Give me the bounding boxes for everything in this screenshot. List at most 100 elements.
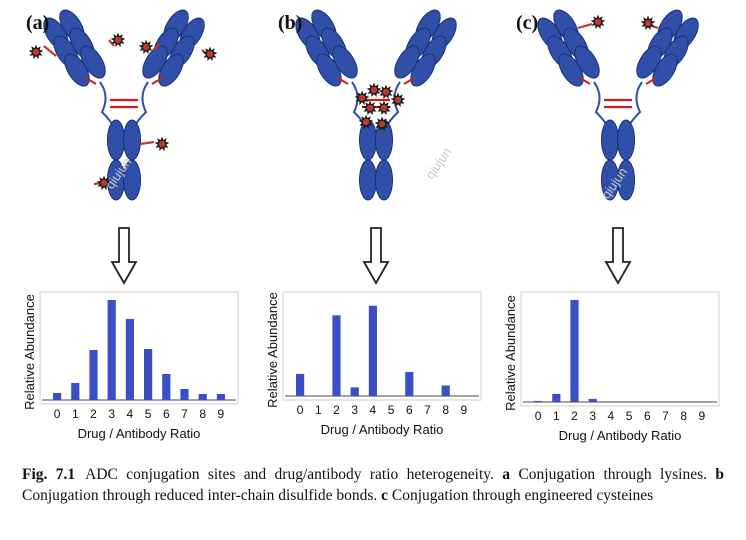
interchain-bond-right bbox=[403, 77, 415, 85]
bar-0 bbox=[534, 400, 543, 402]
bar-3 bbox=[350, 387, 359, 396]
bar-0 bbox=[296, 373, 305, 396]
fab-left-light-lobe bbox=[80, 45, 106, 79]
drug-cluster-1-core bbox=[358, 94, 366, 102]
interchain-bond-right bbox=[645, 77, 657, 85]
bar-6 bbox=[405, 372, 414, 396]
x-tick-label-0: 0 bbox=[535, 409, 542, 423]
x-tick-label-2: 2 bbox=[571, 409, 578, 423]
x-tick-label-4: 4 bbox=[127, 407, 134, 421]
caption-b-text: Conjugation through reduced inter-chain … bbox=[22, 487, 378, 504]
y-axis-title: Relative Abundance bbox=[22, 294, 37, 410]
fab-right-light-lobe bbox=[142, 45, 168, 79]
down-arrow-a bbox=[110, 227, 138, 285]
drug-1-core bbox=[594, 18, 602, 26]
fab-right-light-lobe bbox=[636, 45, 662, 79]
interchain-bond-right bbox=[151, 77, 163, 85]
antibody-a bbox=[28, 9, 218, 201]
x-tick-label-9: 9 bbox=[461, 403, 468, 417]
histogram-c: 0 1 2 3 4 5 6 7 8 9 Drug / Antibody Ratio Relative … bbox=[503, 291, 720, 443]
bar-8 bbox=[441, 385, 450, 396]
fab-left-light-lobe bbox=[332, 45, 358, 79]
antibody-b bbox=[295, 9, 457, 201]
down-arrow-b bbox=[362, 227, 390, 285]
bar-4 bbox=[125, 319, 134, 400]
caption-b-label: b bbox=[715, 466, 725, 483]
caption-fig-label: Fig. 7.1 bbox=[22, 466, 76, 483]
bar-6 bbox=[162, 374, 171, 400]
linker bbox=[139, 140, 155, 146]
x-tick-label-4: 4 bbox=[608, 409, 615, 423]
drug-cluster-2-core bbox=[370, 86, 378, 94]
fc-lobe bbox=[123, 119, 141, 161]
y-axis-title: Relative Abundance bbox=[503, 295, 518, 411]
x-tick-label-5: 5 bbox=[626, 409, 633, 423]
bar-7 bbox=[180, 389, 189, 400]
drug-cluster-5-core bbox=[366, 104, 374, 112]
histogram-a: 0 1 2 3 4 5 6 7 8 9 Drug / Antibody Ratio Relative … bbox=[22, 291, 239, 441]
linker bbox=[108, 39, 115, 47]
fc-lobe bbox=[123, 159, 141, 201]
bar-5 bbox=[144, 349, 153, 400]
fc-lobe bbox=[617, 119, 635, 161]
y-axis-title: Relative Abundance bbox=[265, 292, 280, 408]
interchain-bond-left bbox=[337, 77, 349, 85]
caption-c-label: c bbox=[381, 487, 389, 504]
fab-left-light-lobe bbox=[574, 45, 600, 79]
plot-frame bbox=[282, 291, 482, 401]
linker bbox=[152, 43, 161, 51]
bar-8 bbox=[198, 394, 207, 400]
bar-1 bbox=[71, 383, 80, 400]
drug-cluster-7-core bbox=[362, 118, 370, 126]
bar-2 bbox=[570, 300, 579, 402]
drug-5-core bbox=[158, 140, 166, 148]
caption-a-label: a bbox=[502, 466, 511, 483]
fc-lobe bbox=[359, 159, 377, 201]
x-tick-label-0: 0 bbox=[297, 403, 304, 417]
x-tick-label-6: 6 bbox=[644, 409, 651, 423]
fc-lobe bbox=[617, 159, 635, 201]
antibody-c bbox=[537, 9, 699, 201]
bar-3 bbox=[107, 300, 116, 400]
bar-4 bbox=[368, 305, 377, 396]
fc-lobe bbox=[601, 119, 619, 161]
x-axis-title: Drug / Antibody Ratio bbox=[78, 426, 201, 441]
x-tick-label-7: 7 bbox=[181, 407, 188, 421]
bar-0 bbox=[53, 393, 62, 400]
x-tick-label-0: 0 bbox=[54, 407, 61, 421]
plot-frame bbox=[520, 291, 720, 407]
x-tick-label-8: 8 bbox=[199, 407, 206, 421]
x-tick-label-8: 8 bbox=[442, 403, 449, 417]
figure-caption: Fig. 7.1 ADC conjugation sites and drug/a… bbox=[22, 464, 724, 506]
linker bbox=[43, 45, 57, 57]
panel-label-a: (a) bbox=[26, 12, 49, 34]
x-axis-title: Drug / Antibody Ratio bbox=[321, 422, 444, 437]
panel-labels: (a) (b) (c) bbox=[26, 12, 538, 34]
x-tick-label-6: 6 bbox=[163, 407, 170, 421]
x-tick-label-4: 4 bbox=[370, 403, 377, 417]
x-tick-label-7: 7 bbox=[662, 409, 669, 423]
x-tick-label-3: 3 bbox=[351, 403, 358, 417]
x-tick-label-9: 9 bbox=[218, 407, 225, 421]
x-tick-label-5: 5 bbox=[145, 407, 152, 421]
drug-1-core bbox=[32, 48, 40, 56]
caption-a-text: Conjugation through lysines. bbox=[518, 466, 707, 483]
bar-3 bbox=[588, 398, 597, 402]
bar-9 bbox=[216, 394, 225, 400]
drug-cluster-3-core bbox=[382, 88, 390, 96]
histogram-b: 0 1 2 3 4 5 6 7 8 9 Drug / Antibody Ratio Relative … bbox=[265, 291, 482, 437]
bar-2 bbox=[332, 315, 341, 396]
caption-c-text: Conjugation through engineered cysteines bbox=[391, 487, 654, 504]
linker bbox=[577, 22, 593, 30]
x-tick-label-6: 6 bbox=[406, 403, 413, 417]
watermark: qiujun bbox=[422, 145, 454, 182]
bar-2 bbox=[89, 350, 98, 400]
x-tick-label-1: 1 bbox=[72, 407, 79, 421]
drug-cluster-4-core bbox=[394, 96, 402, 104]
x-tick-label-5: 5 bbox=[388, 403, 395, 417]
drug-6-core bbox=[100, 179, 108, 187]
fc-lobe bbox=[107, 119, 125, 161]
